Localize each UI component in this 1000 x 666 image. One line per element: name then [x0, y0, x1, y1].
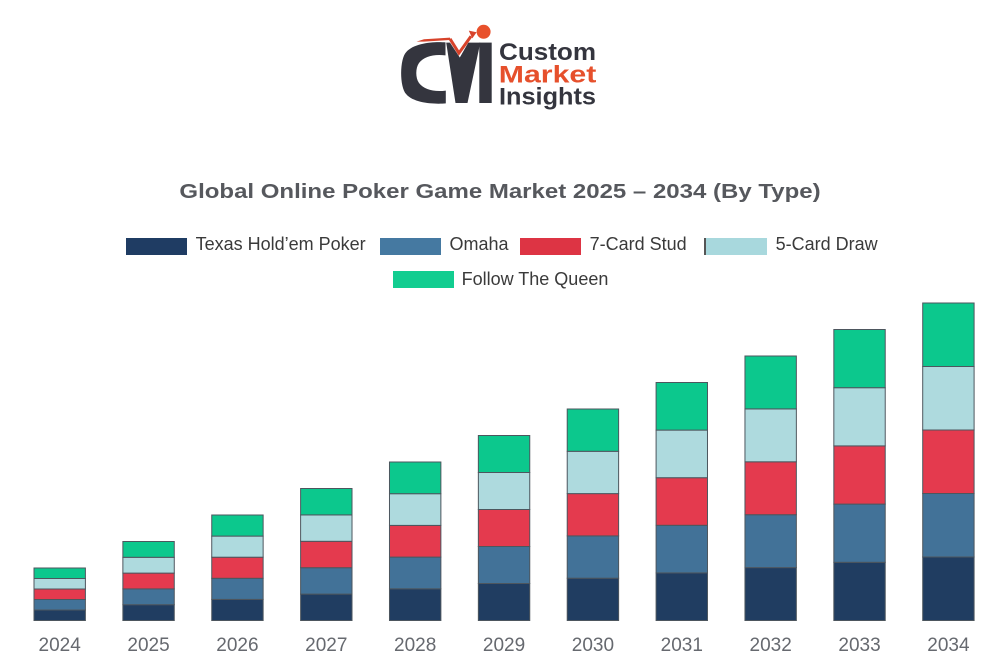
svg-text:2029: 2029: [483, 635, 525, 656]
svg-text:2031: 2031: [661, 635, 703, 656]
svg-text:Custom: Custom: [499, 39, 596, 66]
svg-text:2028: 2028: [394, 635, 436, 656]
svg-text:2024: 2024: [39, 635, 82, 656]
svg-text:2027: 2027: [305, 635, 347, 656]
svg-text:2034: 2034: [927, 635, 970, 656]
svg-text:Insights: Insights: [499, 84, 596, 111]
svg-text:2025: 2025: [127, 635, 169, 656]
svg-text:Market: Market: [499, 62, 597, 89]
svg-text:2026: 2026: [216, 635, 258, 656]
svg-text:2032: 2032: [750, 635, 792, 656]
svg-text:2033: 2033: [838, 635, 880, 656]
svg-text:2030: 2030: [572, 635, 614, 656]
